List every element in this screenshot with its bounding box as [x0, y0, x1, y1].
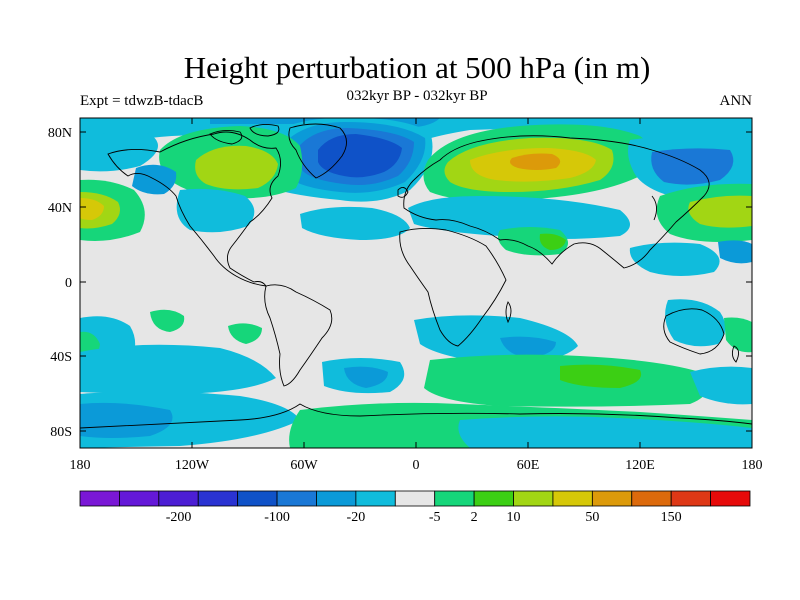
contour-region	[651, 148, 734, 185]
contour-region	[510, 153, 561, 170]
coastline-antarctica	[80, 403, 752, 429]
colorbar-label: -20	[347, 510, 366, 525]
contour-region	[629, 242, 720, 276]
colorbar-swatch	[197, 490, 239, 507]
coastline-eurasia	[403, 135, 710, 269]
lat-tick-label: 80S	[50, 425, 72, 440]
colorbar-swatch	[473, 490, 514, 507]
lat-tick-label: 40N	[48, 201, 72, 216]
coastline-africa	[399, 227, 507, 347]
colorbar	[79, 490, 751, 507]
tick-layer	[79, 118, 753, 448]
lat-tick-label: 80N	[48, 126, 72, 141]
contour-region	[500, 336, 556, 358]
contour-region	[688, 195, 752, 228]
contour-region	[80, 198, 104, 220]
colorbar-swatch	[710, 490, 751, 507]
colorbar-label: 150	[661, 510, 682, 525]
lon-tick-label: 180	[742, 458, 763, 473]
longitude-labels: 180 120W 60W 0 60E 120E 180	[70, 458, 763, 473]
coastlines	[80, 123, 752, 429]
coastline-new-zealand	[731, 345, 739, 363]
coastline-madagascar	[505, 301, 512, 324]
lon-tick-label: 60E	[517, 458, 540, 473]
colorbar-swatch	[670, 490, 711, 507]
colorbar-swatch	[158, 490, 199, 507]
season-label: ANN	[719, 93, 753, 109]
colorbar-swatch	[276, 490, 317, 507]
contour-region	[176, 188, 255, 233]
colorbar-label: -200	[166, 510, 192, 525]
colorbar-swatch	[434, 490, 475, 507]
colorbar-swatch	[237, 490, 278, 507]
colorbar-label: -100	[264, 510, 290, 525]
contour-region	[718, 240, 752, 264]
lon-tick-label: 60W	[290, 458, 318, 473]
colorbar-swatch	[316, 490, 357, 507]
contour-region	[80, 402, 173, 438]
contour-region	[80, 344, 276, 394]
contour-region	[150, 309, 185, 332]
colorbar-swatch	[119, 490, 160, 507]
contour-region	[665, 299, 726, 347]
coastline-greenland	[288, 123, 347, 179]
colorbar-swatch	[631, 490, 672, 507]
colorbar-swatch	[394, 490, 436, 507]
contour-fill-layer	[80, 118, 752, 448]
colorbar-labels: -200 -100 -20 -5 2 10 50 150	[166, 510, 682, 525]
contour-region	[690, 366, 752, 405]
plot-title: Height perturbation at 500 hPa (in m)	[183, 50, 651, 85]
contour-region	[724, 317, 752, 353]
lon-tick-label: 180	[70, 458, 91, 473]
coastline-uk	[397, 187, 409, 198]
contour-region	[318, 134, 402, 178]
colorbar-label: -5	[429, 510, 441, 525]
plot-subtitle: 032kyr BP - 032kyr BP	[346, 88, 488, 104]
contour-region	[300, 206, 410, 240]
coastline-north-america	[107, 131, 281, 287]
contour-region	[560, 364, 642, 388]
colorbar-swatch	[513, 490, 554, 507]
contour-region	[228, 323, 262, 344]
coastline-arctic-islands	[209, 123, 280, 145]
experiment-label: Expt = tdwzB-tdacB	[80, 93, 204, 109]
latitude-labels: 80N 40N 0 40S 80S	[48, 126, 72, 440]
colorbar-swatch	[552, 490, 593, 507]
contour-region	[80, 132, 158, 172]
contour-region	[539, 233, 566, 250]
lat-tick-label: 40S	[50, 350, 72, 365]
colorbar-label: 2	[471, 510, 478, 525]
lon-tick-label: 0	[413, 458, 420, 473]
colorbar-label: 50	[585, 510, 599, 525]
coastline-japan	[651, 195, 657, 221]
contour-region	[408, 196, 630, 239]
colorbar-swatch	[355, 490, 396, 507]
lat-tick-label: 0	[65, 276, 72, 291]
lon-tick-label: 120W	[175, 458, 210, 473]
contour-region	[195, 145, 278, 190]
colorbar-label: 10	[507, 510, 521, 525]
lon-tick-label: 120E	[625, 458, 655, 473]
contour-region	[344, 366, 388, 388]
colorbar-swatch	[591, 490, 633, 507]
coastline-south-america	[264, 284, 333, 387]
colorbar-swatch	[79, 490, 120, 507]
contour-region	[458, 416, 752, 448]
coastline-australia	[663, 308, 725, 355]
